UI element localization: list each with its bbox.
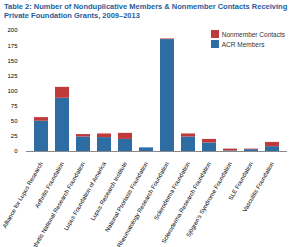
svg-text:175: 175 [7, 43, 18, 49]
html-text:ACR Members: ACR Members [221, 40, 265, 48]
svg-text:Scleroderma Research Foundatio: Scleroderma Research Foundation [160, 161, 212, 245]
svg-text:125: 125 [7, 73, 18, 79]
svg-text:Arthritis Foundation: Arthritis Foundation [33, 161, 65, 209]
svg-text:25: 25 [11, 133, 18, 139]
svg-text:75: 75 [11, 103, 18, 109]
svg-text:50: 50 [11, 118, 18, 124]
svg-text:Lupus Research Institute: Lupus Research Institute [90, 160, 129, 221]
html-text:Nonmember Contacts: Nonmember Contacts [221, 30, 285, 38]
svg-text:SLE Foundation: SLE Foundation [227, 161, 254, 202]
svg-text:Lupus Foundation of America: Lupus Foundation of America [63, 160, 108, 231]
svg-text:150: 150 [7, 58, 18, 64]
svg-text:200: 200 [7, 27, 18, 33]
svg-text:Sjögren's Syndrome Foundation: Sjögren's Syndrome Foundation [185, 161, 233, 238]
svg-text:Vasculitis Foundation: Vasculitis Foundation [242, 161, 275, 213]
html-text:Table 2: Number of Nonduplicat: Table 2: Number of Nonduplicative Member… [4, 2, 288, 20]
svg-text:National Psoriasis Foundation: National Psoriasis Foundation [104, 161, 149, 233]
svg-text:0: 0 [14, 148, 18, 154]
svg-text:100: 100 [7, 88, 18, 94]
svg-text:Scleroderma Foundation: Scleroderma Foundation [153, 161, 191, 221]
svg-text:Alliance for Lupus Research: Alliance for Lupus Research [1, 161, 44, 229]
